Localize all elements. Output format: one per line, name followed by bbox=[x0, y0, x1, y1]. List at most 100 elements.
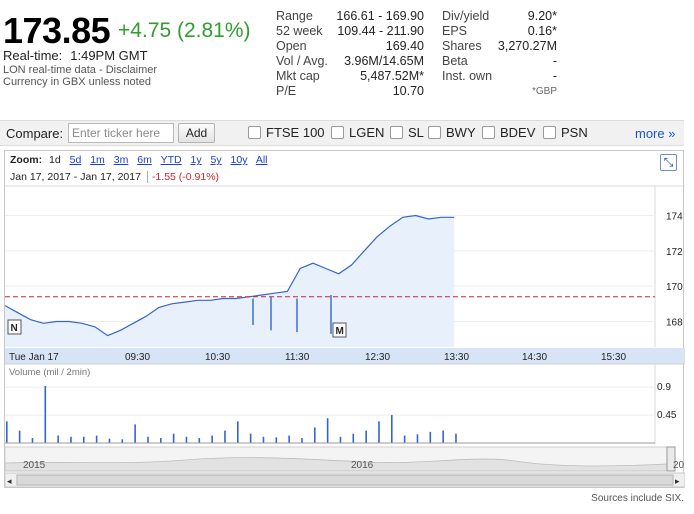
volume-tick-label: 0.9 bbox=[657, 382, 671, 393]
compare-bar: Compare: Add FTSE 100 LGEN SL BWY BDEV P… bbox=[0, 120, 684, 146]
stat-row: Mkt cap 5,487.52M* bbox=[276, 69, 424, 84]
price-change: +4.75 (2.81%) bbox=[118, 19, 251, 42]
x-tick-label: 14:30 bbox=[522, 352, 547, 363]
chart-canvas[interactable]: 174 172 170 168 Tue Jan 17 09:30 10:30 11:30 12:… bbox=[5, 151, 685, 489]
stat-label: P/E bbox=[276, 84, 297, 98]
volume-bar bbox=[442, 430, 444, 443]
news-marker-m-box[interactable] bbox=[332, 322, 347, 338]
compare-ticker-input[interactable] bbox=[68, 123, 174, 143]
zoom-option-3m[interactable]: 3m bbox=[113, 154, 129, 166]
volume-bar bbox=[31, 438, 34, 443]
stat-value: 9.20* bbox=[527, 9, 557, 23]
compare-option-bwy[interactable]: BWY bbox=[428, 125, 476, 140]
stat-value: 0.16* bbox=[527, 24, 557, 38]
stat-value: - bbox=[552, 54, 557, 68]
price-area bbox=[5, 215, 455, 347]
x-tick-label: 13:30 bbox=[444, 352, 469, 363]
stat-label: Shares bbox=[442, 39, 482, 53]
volume-bar bbox=[18, 430, 21, 443]
scroll-left-icon[interactable]: ◂ bbox=[7, 477, 12, 487]
stat-row: Range 166.61 - 169.90 bbox=[276, 9, 424, 24]
volume-bar bbox=[416, 434, 419, 443]
zoom-option-all[interactable]: All bbox=[255, 154, 268, 166]
compare-option-psn[interactable]: PSN bbox=[543, 125, 588, 140]
volume-bar bbox=[262, 436, 265, 443]
volume-bar bbox=[121, 439, 124, 443]
stats-left: Range 166.61 - 169.90 52 week 109.44 - 211… bbox=[276, 9, 424, 99]
disclaimer-note[interactable]: LON real-time data - Disclaimer bbox=[3, 64, 158, 76]
compare-option-bdev[interactable]: BDEV bbox=[482, 125, 535, 140]
price-chart: 174 172 170 168 Tue Jan 17 09:30 10:30 11:30 12:… bbox=[4, 150, 685, 489]
volume-bar bbox=[237, 421, 239, 443]
zoom-option-10y[interactable]: 10y bbox=[230, 154, 248, 166]
compare-label: Compare: bbox=[6, 126, 64, 141]
stat-value: 10.70 bbox=[392, 84, 424, 98]
checkbox-icon[interactable] bbox=[248, 126, 261, 139]
last-price: 173.85 bbox=[3, 10, 111, 51]
news-marker-n-box[interactable] bbox=[7, 319, 22, 335]
volume-bar bbox=[134, 424, 136, 443]
navigator-year-label: 201 bbox=[673, 460, 685, 471]
stat-row: Open 169.40 bbox=[276, 39, 424, 54]
range-separator: - bbox=[73, 171, 78, 183]
range-divider bbox=[146, 171, 148, 183]
stat-value: 3.96M/14.65M bbox=[344, 54, 424, 68]
stat-label: Mkt cap bbox=[276, 69, 320, 83]
zoom-option-6m[interactable]: 6m bbox=[137, 154, 152, 166]
volume-bar bbox=[70, 436, 72, 443]
x-tick-label: 11:30 bbox=[285, 352, 310, 363]
checkbox-icon[interactable] bbox=[428, 126, 441, 139]
checkbox-icon[interactable] bbox=[543, 126, 556, 139]
volume-bar bbox=[160, 438, 162, 443]
stat-row: Vol / Avg. 3.96M/14.65M bbox=[276, 54, 424, 69]
volume-label: Volume (mil / 2min) bbox=[9, 367, 91, 378]
compare-option-label: BWY bbox=[446, 125, 476, 140]
price-line[interactable] bbox=[5, 214, 455, 337]
volume-bar bbox=[352, 433, 355, 443]
stat-row: Inst. own - bbox=[442, 69, 557, 84]
y-tick-label: 174 bbox=[666, 212, 683, 223]
stat-value: 3,270.27M bbox=[497, 39, 557, 53]
volume-bar bbox=[455, 433, 457, 443]
range-start[interactable]: Jan 17, 2017 bbox=[10, 171, 71, 183]
volume-bar bbox=[57, 435, 59, 443]
stat-row: P/E 10.70 bbox=[276, 84, 424, 99]
zoom-option-5y[interactable]: 5y bbox=[210, 154, 222, 166]
more-compare-link[interactable]: more » bbox=[635, 126, 676, 141]
compare-option-label: LGEN bbox=[349, 125, 385, 140]
compare-option-lgen[interactable]: LGEN bbox=[331, 125, 384, 140]
stat-value: - bbox=[552, 69, 557, 83]
volume-bar bbox=[224, 430, 226, 443]
zoom-option-1y[interactable]: 1y bbox=[190, 154, 202, 166]
checkbox-icon[interactable] bbox=[482, 126, 495, 139]
volume-bar bbox=[108, 438, 111, 443]
x-axis-band bbox=[5, 348, 685, 364]
scroll-right-icon[interactable]: ▸ bbox=[675, 477, 680, 487]
scrollbar-thumb[interactable] bbox=[16, 474, 674, 486]
expand-chart-icon[interactable]: ⤡ bbox=[660, 154, 677, 171]
news-marker-m[interactable]: M bbox=[336, 326, 344, 337]
realtime-row: Real-time: 1:49PM GMT bbox=[3, 48, 148, 63]
checkbox-icon[interactable] bbox=[390, 126, 403, 139]
checkbox-icon[interactable] bbox=[331, 126, 344, 139]
stat-label: 52 week bbox=[276, 24, 323, 38]
volume-bar bbox=[185, 436, 188, 443]
volume-bar bbox=[172, 433, 175, 443]
stat-label: Div/yield bbox=[442, 9, 490, 23]
y-tick-label: 168 bbox=[666, 318, 683, 329]
zoom-controls: Zoom: 1d 5d 1m 3m 6m YTD 1y 5y 10y All bbox=[10, 154, 273, 166]
compare-option-sl[interactable]: SL bbox=[390, 125, 424, 140]
add-compare-button[interactable]: Add bbox=[178, 123, 215, 143]
navigator-handle[interactable] bbox=[666, 446, 676, 472]
news-marker-n[interactable]: N bbox=[11, 323, 18, 334]
range-end[interactable]: Jan 17, 2017 bbox=[80, 171, 141, 183]
zoom-option-1d[interactable]: 1d bbox=[49, 154, 61, 166]
compare-option-ftse100[interactable]: FTSE 100 bbox=[248, 125, 325, 140]
zoom-option-1m[interactable]: 1m bbox=[90, 154, 105, 166]
stat-row: EPS 0.16* bbox=[442, 24, 557, 39]
volume-bar bbox=[339, 436, 342, 443]
range-change: -1.55 (-0.91%) bbox=[151, 171, 220, 183]
stat-value: 109.44 - 211.90 bbox=[337, 24, 424, 38]
zoom-option-5d[interactable]: 5d bbox=[69, 154, 82, 166]
zoom-option-ytd[interactable]: YTD bbox=[160, 154, 182, 166]
